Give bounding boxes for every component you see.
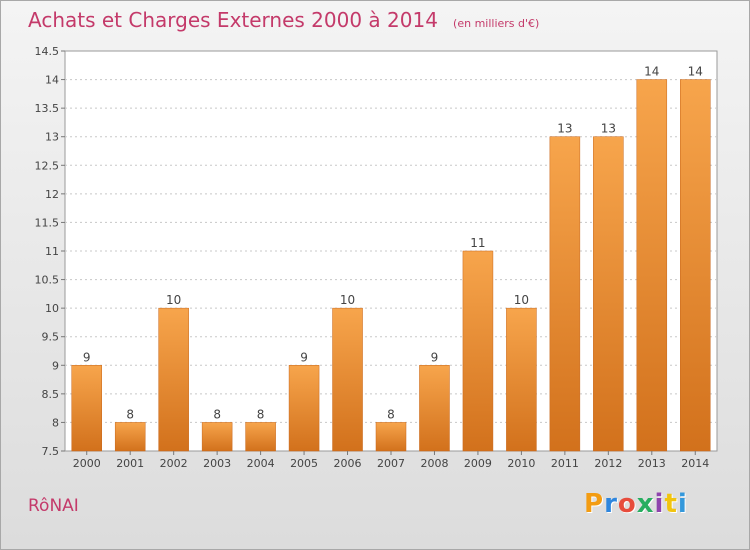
- x-tick-label: 2008: [420, 457, 448, 470]
- y-tick-label: 10: [45, 302, 59, 315]
- data-label: 10: [514, 293, 529, 307]
- data-label: 9: [431, 350, 439, 364]
- y-tick-label: 13.5: [35, 102, 60, 115]
- logo-letter: i: [677, 489, 688, 519]
- data-label: 10: [166, 293, 181, 307]
- y-tick-label: 12.5: [35, 159, 60, 172]
- data-label: 14: [644, 65, 659, 79]
- y-tick-label: 11: [45, 245, 59, 258]
- bar: [332, 307, 363, 452]
- data-label: 14: [688, 65, 703, 79]
- y-tick-label: 11.5: [35, 216, 60, 229]
- bar: [680, 79, 711, 452]
- bar: [506, 307, 537, 452]
- bar: [419, 365, 450, 452]
- x-tick-label: 2011: [551, 457, 579, 470]
- x-tick-label: 2006: [334, 457, 362, 470]
- x-tick-label: 2000: [73, 457, 101, 470]
- y-tick-label: 14: [45, 74, 59, 87]
- x-tick-label: 2005: [290, 457, 318, 470]
- x-tick-label: 2014: [681, 457, 709, 470]
- y-tick-label: 10.5: [35, 274, 60, 287]
- y-tick-label: 8.5: [42, 388, 60, 401]
- title-block: Achats et Charges Externes 2000 à 2014 (…: [28, 8, 539, 32]
- commune-name: RôNAI: [28, 496, 79, 516]
- x-tick-label: 2012: [594, 457, 622, 470]
- x-tick-label: 2004: [247, 457, 275, 470]
- bar: [201, 422, 233, 452]
- data-label: 9: [83, 350, 91, 364]
- data-label: 13: [601, 122, 616, 136]
- data-label: 8: [126, 407, 134, 421]
- logo-letter: t: [664, 489, 678, 519]
- logo-letter: i: [654, 489, 665, 519]
- bar: [288, 365, 320, 452]
- data-label: 8: [387, 407, 395, 421]
- data-label: 11: [470, 236, 485, 250]
- y-tick-label: 12: [45, 188, 59, 201]
- y-tick-label: 14.5: [35, 45, 60, 58]
- bar: [71, 365, 102, 452]
- y-tick-label: 7.5: [42, 445, 60, 458]
- data-label: 13: [557, 122, 572, 136]
- x-tick-label: 2003: [203, 457, 231, 470]
- logo-letter: o: [617, 489, 637, 519]
- x-tick-label: 2007: [377, 457, 405, 470]
- y-tick-label: 9.5: [42, 331, 60, 344]
- bar: [636, 79, 668, 452]
- x-tick-label: 2010: [507, 457, 535, 470]
- x-axis: 2000 2001 2002 2003 2004 2005 2006 2007 2008 2009…: [73, 451, 709, 470]
- y-axis: 7.5 8 8.5 9 9.5 10 10.5 11 11.5 12 12.5 13 13.5 14 14.…: [35, 45, 65, 458]
- bar: [158, 307, 189, 452]
- y-tick-label: 9: [52, 359, 59, 372]
- y-tick-label: 13: [45, 131, 59, 144]
- data-label: 10: [340, 293, 355, 307]
- bar: [462, 250, 494, 452]
- data-label: 8: [257, 407, 265, 421]
- logo-letter: r: [604, 489, 618, 519]
- chart-title: Achats et Charges Externes 2000 à 2014: [28, 8, 438, 32]
- grid-lines: [65, 79, 717, 423]
- bar: [114, 422, 146, 452]
- bar: [593, 136, 624, 452]
- logo-letter: x: [636, 489, 655, 519]
- proxiti-logo: Proxiti: [584, 489, 688, 519]
- bars: 9 8 10 8 8 9 10 8 9 11 10 13 13 14 14: [71, 65, 711, 452]
- y-tick-label: 8: [52, 416, 59, 429]
- bar: [375, 422, 407, 452]
- chart-subtitle: (en milliers d'€): [453, 17, 540, 30]
- data-label: 8: [213, 407, 221, 421]
- logo-letter: P: [584, 489, 605, 519]
- x-tick-label: 2009: [464, 457, 492, 470]
- x-tick-label: 2001: [116, 457, 144, 470]
- x-tick-label: 2002: [160, 457, 188, 470]
- bar: [549, 136, 581, 452]
- bar: [245, 422, 276, 452]
- data-label: 9: [300, 350, 308, 364]
- x-tick-label: 2013: [638, 457, 666, 470]
